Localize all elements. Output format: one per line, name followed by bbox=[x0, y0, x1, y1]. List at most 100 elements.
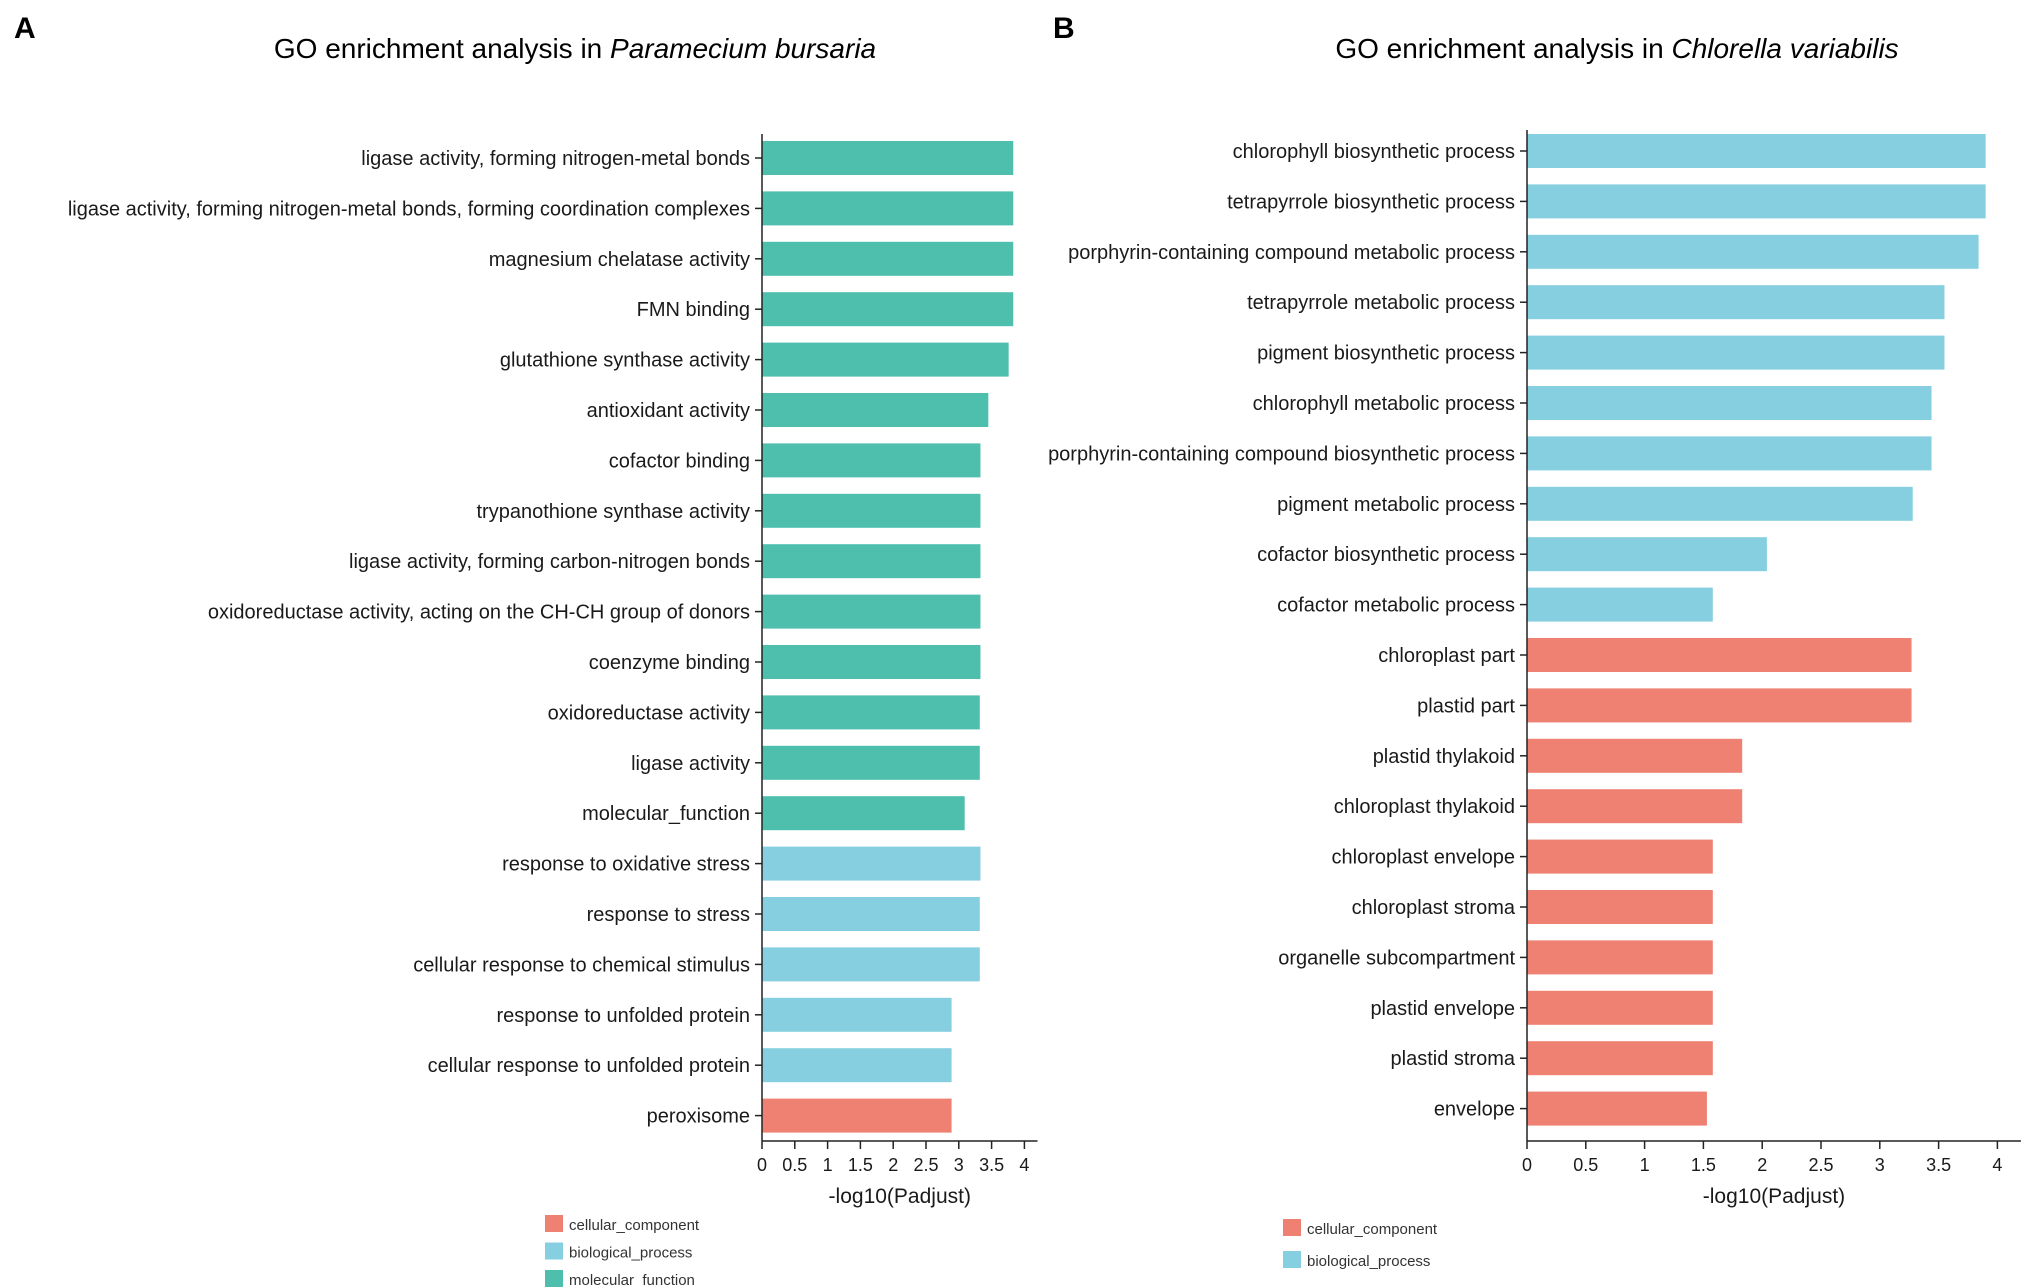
category-label: FMN binding bbox=[637, 299, 750, 321]
category-label: porphyrin-containing compound metabolic … bbox=[1068, 242, 1515, 264]
x-tick-label: 2 bbox=[888, 1155, 898, 1175]
bar-plastid-part bbox=[1527, 688, 1912, 723]
category-label: peroxisome bbox=[647, 1106, 750, 1128]
x-tick-label: 4 bbox=[1019, 1155, 1029, 1175]
category-label: glutathione synthase activity bbox=[500, 350, 750, 372]
x-tick-label: 0.5 bbox=[1573, 1155, 1598, 1175]
x-tick-label: 0 bbox=[757, 1155, 767, 1175]
panel-b-legend: cellular_component biological_process bbox=[1283, 1219, 1438, 1270]
category-label: cofactor binding bbox=[609, 450, 750, 472]
bar-cofactor-binding bbox=[762, 443, 981, 478]
panel-b: B GO enrichment analysis in Chlorella va… bbox=[1048, 12, 2021, 1270]
bar-ligase-activity-forming-nitrogen-metal-bonds-forming-coordination-complexes bbox=[762, 191, 1014, 226]
bar-chloroplast-envelope bbox=[1527, 839, 1713, 874]
category-label: ligase activity, forming nitrogen-metal … bbox=[68, 198, 750, 220]
category-label: plastid thylakoid bbox=[1373, 746, 1515, 768]
legend-label-cellular-component: cellular_component bbox=[1307, 1221, 1438, 1238]
bar-response-to-stress bbox=[762, 897, 980, 931]
category-label: cellular response to chemical stimulus bbox=[413, 954, 750, 976]
bar-ligase-activity-forming-nitrogen-metal-bonds bbox=[762, 141, 1014, 175]
category-label: pigment biosynthetic process bbox=[1257, 343, 1515, 365]
bar-pigment-biosynthetic-process bbox=[1527, 335, 1945, 370]
panel-b-bars: chlorophyll biosynthetic process tetrapyr… bbox=[1048, 134, 1986, 1126]
category-label: response to unfolded protein bbox=[496, 1005, 750, 1027]
bar-oxidoreductase-activity bbox=[762, 695, 980, 730]
legend-swatch-cellular-component bbox=[1283, 1219, 1301, 1236]
category-label: antioxidant activity bbox=[587, 400, 750, 422]
x-tick-label: 1 bbox=[1640, 1155, 1650, 1175]
category-label: organelle subcompartment bbox=[1278, 947, 1515, 969]
legend-swatch-molecular-function bbox=[545, 1270, 563, 1287]
category-label: plastid stroma bbox=[1391, 1048, 1516, 1070]
x-tick-label: 3 bbox=[1875, 1155, 1885, 1175]
x-tick-label: 2.5 bbox=[1808, 1155, 1833, 1175]
category-label: oxidoreductase activity, acting on the C… bbox=[208, 602, 750, 624]
panel-a-title: GO enrichment analysis in Paramecium bur… bbox=[274, 33, 876, 64]
category-label: chlorophyll biosynthetic process bbox=[1233, 141, 1515, 163]
category-label: chloroplast thylakoid bbox=[1334, 796, 1515, 818]
category-label: molecular_function bbox=[582, 803, 750, 825]
bar-antioxidant-activity bbox=[762, 393, 989, 427]
category-label: coenzyme binding bbox=[589, 652, 750, 674]
bar-peroxisome bbox=[762, 1098, 952, 1133]
panel-b-x-axis: 0 0.5 1 1.5 2 2.5 3 3.5 4 -log10(Padjust) bbox=[1522, 130, 2021, 1208]
x-tick-label: 1 bbox=[823, 1155, 833, 1175]
bar-chlorophyll-biosynthetic-process bbox=[1527, 134, 1986, 168]
panel-a: A GO enrichment analysis in Paramecium b… bbox=[14, 12, 1038, 1287]
x-tick-label: 1.5 bbox=[1691, 1155, 1716, 1175]
category-label: pigment metabolic process bbox=[1277, 494, 1515, 516]
bar-plastid-envelope bbox=[1527, 990, 1713, 1025]
category-label: ligase activity, forming carbon-nitrogen… bbox=[349, 551, 750, 573]
bar-chloroplast-part bbox=[1527, 638, 1912, 672]
category-label: chloroplast envelope bbox=[1332, 847, 1515, 869]
panel-b-letter: B bbox=[1053, 12, 1075, 45]
panel-a-title-species: Paramecium bursaria bbox=[610, 33, 876, 64]
bar-plastid-thylakoid bbox=[1527, 738, 1743, 773]
bar-chlorophyll-metabolic-process bbox=[1527, 386, 1932, 420]
panel-b-title-prefix: GO enrichment analysis in bbox=[1335, 33, 1671, 64]
legend-label-biological-process: biological_process bbox=[1307, 1253, 1430, 1270]
bar-plastid-stroma bbox=[1527, 1041, 1713, 1076]
bar-response-to-oxidative-stress bbox=[762, 846, 981, 881]
x-tick-label: 2 bbox=[1757, 1155, 1767, 1175]
bar-ligase-activity-forming-carbon-nitrogen-bonds bbox=[762, 544, 981, 579]
bar-cofactor-metabolic-process bbox=[1527, 587, 1713, 622]
bar-coenzyme-binding bbox=[762, 645, 981, 679]
panel-a-letter: A bbox=[14, 12, 36, 45]
bar-organelle-subcompartment bbox=[1527, 940, 1713, 975]
category-label: ligase activity bbox=[631, 753, 750, 775]
bar-magnesium-chelatase-activity bbox=[762, 241, 1014, 276]
legend-label-biological-process: biological_process bbox=[569, 1245, 692, 1262]
bar-trypanothione-synthase-activity bbox=[762, 493, 981, 528]
legend-swatch-biological-process bbox=[545, 1242, 563, 1260]
x-tick-label: 1.5 bbox=[848, 1155, 873, 1175]
category-label: cofactor metabolic process bbox=[1277, 595, 1515, 617]
x-tick-label: 2.5 bbox=[913, 1155, 938, 1175]
legend-label-molecular-function: molecular_function bbox=[569, 1272, 695, 1287]
bar-porphyrin-containing-compound-biosynthetic-process bbox=[1527, 436, 1932, 471]
category-label: plastid part bbox=[1417, 695, 1515, 717]
legend-swatch-biological-process bbox=[1283, 1251, 1301, 1268]
bar-pigment-metabolic-process bbox=[1527, 486, 1913, 521]
category-label: cofactor biosynthetic process bbox=[1257, 544, 1515, 566]
x-tick-label: 0.5 bbox=[782, 1155, 807, 1175]
category-label: porphyrin-containing compound biosynthet… bbox=[1048, 443, 1515, 465]
bar-ligase-activity bbox=[762, 745, 980, 780]
panel-b-title: GO enrichment analysis in Chlorella vari… bbox=[1335, 33, 1898, 64]
bar-chloroplast-thylakoid bbox=[1527, 789, 1743, 824]
category-label: cellular response to unfolded protein bbox=[428, 1055, 750, 1077]
legend-swatch-cellular-component bbox=[545, 1215, 563, 1232]
bar-fmn-binding bbox=[762, 292, 1014, 327]
panel-a-bars: ligase activity, forming nitrogen-metal … bbox=[68, 141, 1014, 1133]
bar-cellular-response-to-unfolded-protein bbox=[762, 1048, 952, 1083]
category-label: response to oxidative stress bbox=[502, 854, 750, 876]
x-tick-label: 3.5 bbox=[1926, 1155, 1951, 1175]
category-label: chlorophyll metabolic process bbox=[1253, 393, 1515, 415]
category-label: oxidoreductase activity bbox=[548, 702, 750, 724]
category-label: plastid envelope bbox=[1370, 998, 1515, 1020]
bar-chloroplast-stroma bbox=[1527, 890, 1713, 924]
category-label: chloroplast stroma bbox=[1352, 897, 1516, 919]
category-label: tetrapyrrole biosynthetic process bbox=[1227, 191, 1515, 213]
category-label: envelope bbox=[1434, 1099, 1515, 1121]
